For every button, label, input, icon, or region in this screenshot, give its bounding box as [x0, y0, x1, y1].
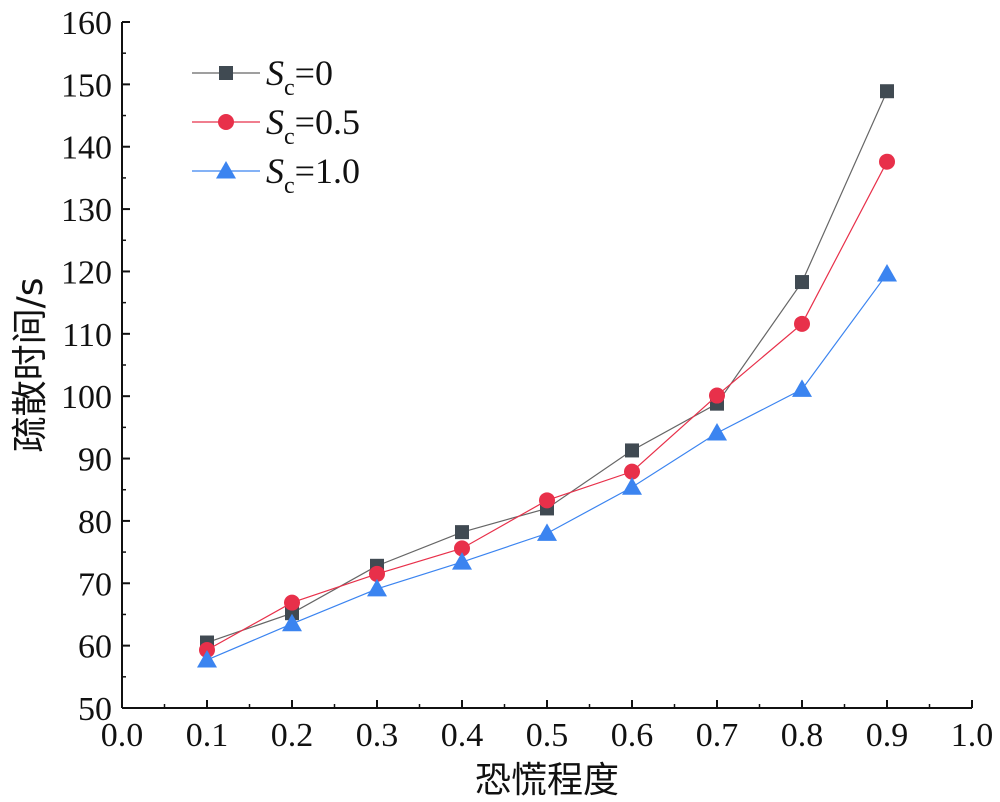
data-point: [539, 492, 555, 509]
data-point: [452, 552, 472, 570]
legend-label: Sc=0: [266, 53, 333, 101]
legend-item-2: Sc=0.5: [192, 102, 360, 150]
axes: 0.0 0.1 0.2 0.3 0.4 0.5 0.6 0.7 0.8 0.9 1.0 50 60 70 8…: [61, 5, 993, 754]
legend-item-1: Sc=0: [192, 53, 333, 101]
y-tick-label: 110: [62, 317, 112, 354]
legend: Sc=0Sc=0.5Sc=1.0: [192, 53, 360, 199]
data-point: [284, 594, 300, 611]
legend-marker: [218, 114, 234, 130]
x-tick-label: 0.2: [271, 717, 314, 754]
series-3: [197, 263, 897, 668]
data-point: [624, 463, 640, 480]
y-tick-label: 70: [78, 566, 112, 603]
x-tick-label: 0.6: [611, 717, 654, 754]
y-tick-label: 120: [61, 254, 112, 291]
series-line: [206, 161, 888, 651]
y-tick-label: 60: [78, 629, 112, 666]
data-point: [369, 565, 385, 582]
x-tick-label: 1.0: [951, 717, 994, 754]
y-tick-label: 50: [78, 691, 112, 728]
data-point: [454, 540, 470, 557]
data-point: [709, 387, 725, 404]
x-tick-label: 0.5: [526, 717, 569, 754]
legend-item-3: Sc=1.0: [192, 151, 360, 199]
x-tick-label: 0.9: [866, 717, 909, 754]
data-point: [794, 315, 810, 332]
legend-label: Sc=1.0: [266, 151, 360, 199]
data-point: [537, 523, 557, 541]
data-point: [622, 477, 642, 495]
x-tick-label: 0.0: [101, 717, 144, 754]
x-tick-label: 0.4: [441, 717, 484, 754]
data-point: [282, 613, 302, 632]
data-point: [625, 443, 639, 458]
data-point: [707, 422, 727, 441]
series-line: [206, 273, 888, 661]
data-point: [879, 153, 895, 170]
y-tick-label: 90: [78, 442, 112, 479]
y-tick-label: 150: [61, 67, 112, 104]
data-point: [197, 649, 217, 668]
y-axis-title: 疏散时间/s: [10, 278, 51, 453]
y-tick-label: 130: [61, 192, 112, 229]
data-point: [792, 379, 812, 397]
x-axis-title: 恐慌程度: [475, 760, 619, 801]
data-point: [795, 275, 809, 290]
y-tick-label: 140: [61, 130, 112, 167]
x-tick-label: 0.3: [356, 717, 399, 754]
series-2: [199, 153, 895, 659]
legend-marker: [219, 66, 233, 80]
x-tick-label: 0.1: [186, 717, 229, 754]
x-tick-label: 0.7: [696, 717, 739, 754]
data-point: [455, 525, 469, 540]
y-tick-label: 100: [61, 379, 112, 416]
data-point: [877, 263, 897, 282]
legend-label: Sc=0.5: [266, 102, 360, 150]
data-point: [880, 84, 894, 99]
y-tick-label: 80: [78, 504, 112, 541]
series-layer: [197, 84, 897, 668]
x-tick-label: 0.8: [781, 717, 824, 754]
legend-marker: [216, 161, 236, 179]
y-tick-label: 160: [61, 5, 112, 42]
data-point: [367, 578, 387, 597]
